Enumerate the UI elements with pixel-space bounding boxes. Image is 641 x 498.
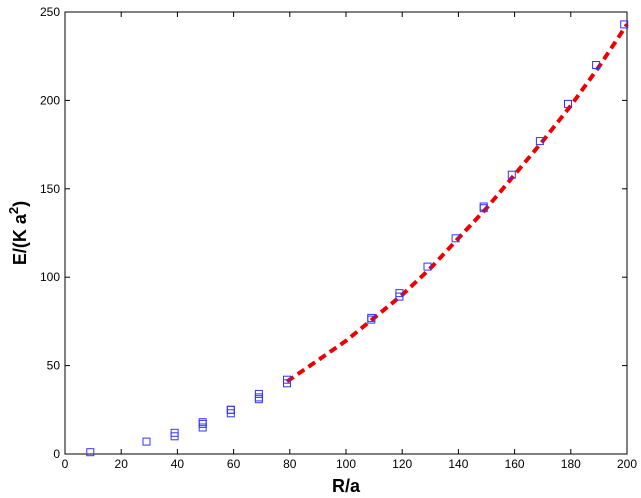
data-points-series xyxy=(86,20,629,457)
y-tick-label: 50 xyxy=(47,359,61,373)
x-axis-label: R/a xyxy=(332,476,361,496)
x-tick-label: 20 xyxy=(115,457,129,471)
data-point xyxy=(142,437,151,446)
x-tick-label: 160 xyxy=(505,457,525,471)
data-point xyxy=(535,137,544,146)
data-point xyxy=(423,262,432,271)
data-point xyxy=(620,20,629,29)
x-tick-label: 180 xyxy=(561,457,581,471)
data-point xyxy=(170,428,179,437)
x-tick-label: 40 xyxy=(171,457,185,471)
x-tick-label: 80 xyxy=(283,457,297,471)
y-tick-labels: 0 50 100 150 200 250 xyxy=(40,5,60,461)
data-point xyxy=(395,289,404,298)
x-tick-label: 140 xyxy=(448,457,468,471)
data-point xyxy=(592,61,601,69)
y-axis-label: E/(K a2) xyxy=(6,201,30,265)
data-point xyxy=(198,418,207,427)
y-tick-label: 250 xyxy=(40,5,60,19)
y-axis-label-close: ) xyxy=(10,201,30,207)
y-axis-label-main: E/(K a xyxy=(10,213,30,265)
data-point xyxy=(479,202,488,211)
x-tick-label: 60 xyxy=(227,457,241,471)
x-tick-labels: 0 20 40 60 80 100 120 140 160 180 200 xyxy=(62,457,638,471)
data-point xyxy=(254,389,263,398)
y-tick-label: 100 xyxy=(40,270,60,284)
x-tick-label: 0 xyxy=(62,457,69,471)
fit-line-series xyxy=(285,23,629,384)
x-tick-label: 100 xyxy=(336,457,356,471)
y-tick-label: 200 xyxy=(40,93,60,107)
fit-line xyxy=(285,23,629,384)
axis-ticks xyxy=(64,11,628,455)
data-point xyxy=(507,170,516,179)
data-point xyxy=(367,313,376,322)
data-point xyxy=(226,405,235,414)
data-point xyxy=(254,395,263,404)
data-point xyxy=(564,99,572,108)
plot-frame xyxy=(64,11,628,455)
x-tick-label: 200 xyxy=(617,457,637,471)
data-point xyxy=(283,375,291,384)
data-point xyxy=(451,234,460,243)
y-tick-label: 150 xyxy=(40,182,60,196)
x-tick-label: 120 xyxy=(392,457,412,471)
y-tick-label: 0 xyxy=(53,447,60,461)
data-point xyxy=(86,448,95,457)
y-axis-label-superscript: 2 xyxy=(6,207,21,214)
